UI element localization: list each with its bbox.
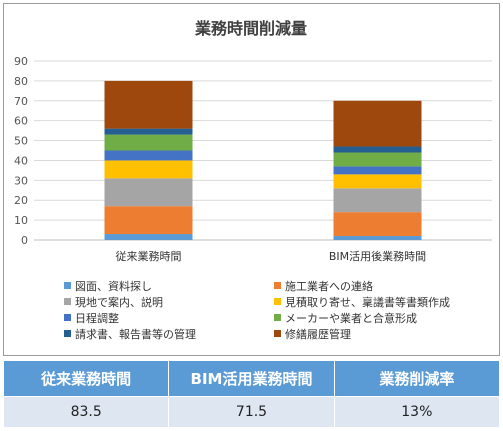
bar-segment-0-4 [104, 150, 193, 161]
bar-segment-0-6 [104, 128, 193, 135]
bar-segment-0-2 [104, 178, 193, 207]
value-reduction-rate: 13% [333, 396, 501, 428]
y-tick-label-70: 70 [14, 95, 28, 108]
bar-segment-1-5 [333, 152, 422, 167]
header-reduction-rate: 業務削減率 [333, 360, 501, 397]
y-tick-label-80: 80 [14, 75, 28, 88]
summary-value-row: 83.5 71.5 13% [2, 396, 501, 428]
legend-label-1: 施工業者への連絡 [285, 279, 373, 293]
legend-label-3: 見積取り寄せ、稟議書等書類作成 [285, 295, 450, 309]
chart-title: 業務時間削減量 [194, 19, 307, 38]
gridlines [34, 60, 492, 241]
y-tick-label-0: 0 [21, 234, 28, 247]
legend-swatch-5 [274, 314, 281, 321]
y-axis: 0 10 20 30 40 50 60 70 80 90 [14, 55, 28, 247]
bar-segment-1-2 [333, 188, 422, 213]
x-category-label-1: BIM活用後業務時間 [329, 249, 426, 263]
legend-label-6: 請求書、報告書等の管理 [75, 327, 196, 341]
bar-segment-0-3 [104, 160, 193, 179]
legend-label-0: 図面、資料探し [75, 279, 152, 293]
stacked-bar-chart: 業務時間削減量 0 10 20 30 40 50 60 70 80 90 従来業務時間 BIM活用後… [14, 19, 492, 341]
x-category-label-0: 従来業務時間 [116, 249, 182, 263]
legend-swatch-6 [64, 330, 71, 337]
legend-label-7: 修繕履歴管理 [285, 327, 351, 341]
legend-swatch-0 [64, 282, 71, 289]
header-bim-hours: BIM活用業務時間 [168, 360, 335, 397]
x-axis: 従来業務時間 BIM活用後業務時間 [116, 249, 427, 263]
y-tick-label-90: 90 [14, 55, 28, 68]
summary-header-row: 従来業務時間 BIM活用業務時間 業務削減率 [2, 360, 501, 397]
summary-table: 従来業務時間 BIM活用業務時間 業務削減率 83.5 71.5 13% [2, 360, 501, 428]
y-tick-label-50: 50 [14, 135, 28, 148]
legend-swatch-4 [64, 314, 71, 321]
bar-segment-1-3 [333, 174, 422, 189]
legend-label-2: 現地で案内、説明 [75, 295, 163, 309]
y-tick-label-40: 40 [14, 154, 28, 167]
bar-segment-1-0 [333, 236, 422, 240]
bar-segment-0-7 [104, 80, 193, 129]
bar-segment-0-1 [104, 206, 193, 235]
y-tick-label-10: 10 [14, 214, 28, 227]
y-tick-label-60: 60 [14, 115, 28, 128]
legend-label-5: メーカーや業者と合意形成 [285, 311, 417, 325]
bars [104, 80, 422, 240]
bar-segment-0-5 [104, 134, 193, 151]
legend-swatch-2 [64, 298, 71, 305]
value-bim-hours: 71.5 [168, 396, 335, 428]
bar-segment-1-7 [333, 100, 422, 147]
y-tick-label-20: 20 [14, 194, 28, 207]
legend-swatch-3 [274, 298, 281, 305]
legend-swatch-7 [274, 330, 281, 337]
chart-frame: 業務時間削減量 0 10 20 30 40 50 60 70 80 90 従来業務時間 BIM活用後… [3, 3, 500, 356]
bar-segment-1-4 [333, 166, 422, 175]
value-conventional-hours: 83.5 [2, 396, 170, 428]
bar-segment-1-1 [333, 212, 422, 237]
legend-swatch-1 [274, 282, 281, 289]
header-conventional-hours: 従来業務時間 [2, 360, 170, 397]
legend-label-4: 日程調整 [75, 311, 119, 325]
y-tick-label-30: 30 [14, 174, 28, 187]
bar-segment-0-0 [104, 234, 193, 240]
bar-segment-1-6 [333, 146, 422, 153]
